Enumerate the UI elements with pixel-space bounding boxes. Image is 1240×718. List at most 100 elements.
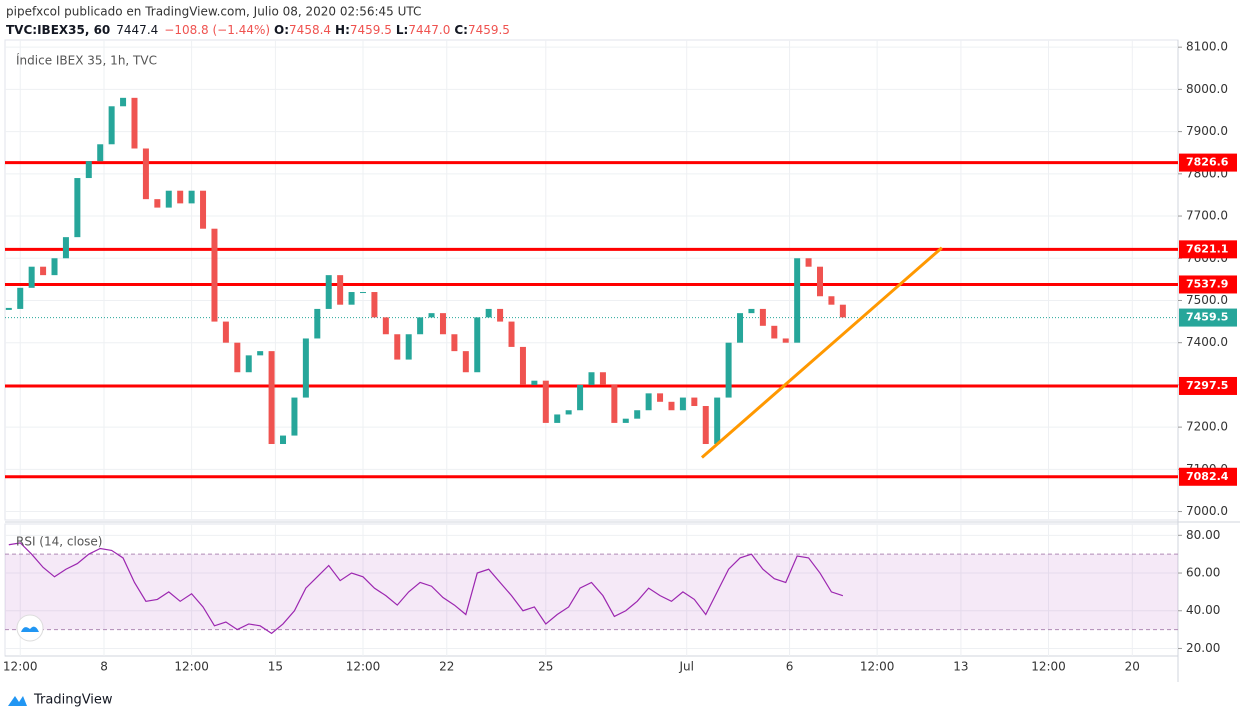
candle [394, 334, 401, 360]
candle [554, 414, 561, 423]
symbol: TVC:IBEX35, 60 [6, 23, 110, 37]
candle [725, 342, 732, 398]
rsi-tick-label: 60.00 [1186, 566, 1220, 580]
candle [519, 346, 526, 385]
labels: 12:00 8 12:00 15 12:00 22 25 Jul 6 12:00 13 12:00 20… [3, 40, 1237, 674]
candle [542, 380, 549, 423]
x-tick-label: 20 [1125, 660, 1140, 674]
candle [599, 372, 606, 385]
author-line: pipefxcol publicado en TradingView.com, … [6, 5, 421, 19]
candle [337, 275, 344, 305]
x-tick-label: 22 [439, 660, 454, 674]
candle [348, 292, 355, 305]
candle [62, 237, 69, 259]
candle [657, 393, 664, 402]
candle [565, 410, 572, 415]
candle [417, 317, 424, 335]
candle [622, 418, 629, 423]
candle [714, 397, 721, 445]
ohlc-label: C: [454, 23, 468, 37]
y-tick-label: 7200.0 [1186, 420, 1228, 434]
x-tick-label: 8 [100, 660, 108, 674]
symbol-line: TVC:IBEX35, 60 7447.4 −108.8 (−1.44%) O:745… [6, 23, 510, 37]
candle [485, 308, 492, 318]
candle [531, 380, 538, 385]
candle [611, 384, 618, 423]
level-label-bg [1179, 153, 1237, 172]
candle [794, 258, 801, 343]
last-price-bg [1179, 308, 1237, 327]
candle [154, 199, 161, 208]
candle [839, 304, 846, 318]
x-tick-label: 12:00 [860, 660, 895, 674]
candle [737, 313, 744, 343]
candle [40, 266, 47, 276]
trendline [700, 246, 943, 459]
candle [245, 355, 252, 373]
rsi-tick-label: 20.00 [1186, 641, 1220, 655]
level-label: 7537.9 [1186, 277, 1228, 290]
candle [234, 342, 241, 373]
candle [280, 435, 287, 445]
last-price-label: 7459.5 [1186, 311, 1228, 324]
level-label: 7297.5 [1186, 379, 1228, 392]
candle [782, 338, 789, 343]
candle [97, 144, 104, 162]
ohlc-label: L: [396, 23, 408, 37]
candle [268, 351, 275, 445]
level-label-bg [1179, 240, 1237, 259]
cloud-glyph [21, 626, 39, 632]
last: 7447.4 [116, 23, 158, 37]
level-label-bg [1179, 275, 1237, 294]
ohlc-label: H: [335, 23, 350, 37]
x-tick-label: 13 [953, 660, 968, 674]
candle [668, 401, 675, 411]
candle [634, 410, 641, 419]
candle [645, 393, 652, 411]
candle [28, 266, 35, 288]
y-tick-label: 8000.0 [1186, 82, 1228, 96]
cloud-icon[interactable] [16, 614, 44, 642]
candle [85, 161, 92, 179]
candle [748, 308, 755, 314]
candle [497, 308, 504, 322]
y-tick-label: 7500.0 [1186, 293, 1228, 307]
candle [828, 296, 835, 305]
ohlc-value: 7447.0 [408, 23, 450, 37]
rsi-tick-label: 80.00 [1186, 528, 1220, 542]
x-tick-label: 25 [538, 660, 553, 674]
candle [679, 397, 686, 411]
candle [188, 190, 195, 204]
candle [428, 313, 435, 318]
marks [5, 97, 1178, 635]
rsi-title: RSI (14, close) [16, 535, 102, 549]
rsi-tick-label: 40.00 [1186, 603, 1220, 617]
candle [291, 397, 298, 436]
candle [771, 325, 778, 339]
candle [222, 321, 229, 343]
candle [314, 308, 321, 339]
x-tick-label: 12:00 [3, 660, 38, 674]
candle [759, 308, 766, 326]
candle [5, 307, 12, 310]
candle [120, 97, 127, 107]
level-label: 7826.6 [1186, 156, 1229, 169]
level-label-bg [1179, 376, 1237, 395]
candle [74, 178, 81, 238]
candle [302, 338, 309, 398]
y-tick-label: 7700.0 [1186, 209, 1228, 223]
level-label: 7621.1 [1186, 242, 1228, 255]
x-tick-label: 12:00 [174, 660, 209, 674]
candle [577, 384, 584, 411]
price-pane [4, 39, 1179, 521]
x-tick-label: 15 [268, 660, 283, 674]
candle [405, 334, 412, 360]
candle [805, 258, 812, 267]
candle [211, 228, 218, 322]
candle [131, 97, 138, 149]
y-tick-label: 7900.0 [1186, 124, 1228, 138]
candle [17, 287, 24, 309]
x-tick-label: 12:00 [346, 660, 381, 674]
level-label: 7082.4 [1186, 470, 1229, 483]
candle [177, 190, 184, 204]
